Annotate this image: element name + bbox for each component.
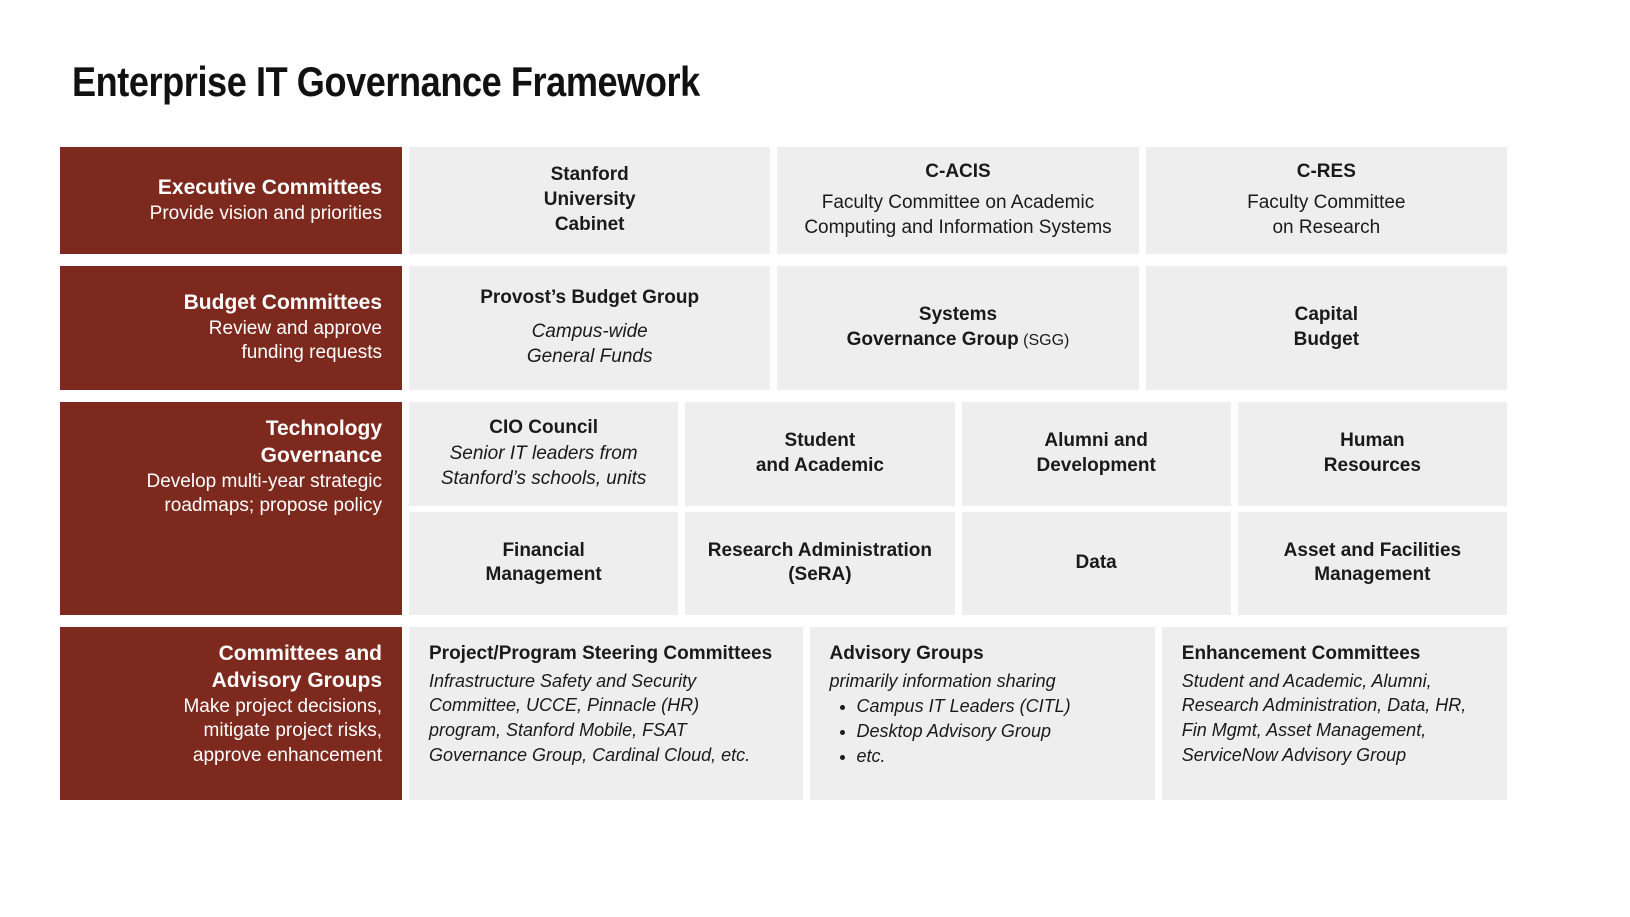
asset-and-facilities-management-title: Asset and Facilities Management: [1283, 539, 1462, 586]
committees-advisory-label: Committees and Advisory Groups Make proj…: [60, 627, 402, 800]
technology-governance-label: Technology Governance Develop multi-year…: [60, 402, 402, 615]
cell-provost-budget-group: Provost’s Budget Group Campus-wide Gener…: [409, 266, 771, 390]
research-administration-title: Research Administration (SeRA): [707, 539, 932, 586]
human-resources-title: Human Resources: [1323, 430, 1421, 476]
cell-cio-council: CIO Council Senior IT leaders from Stanf…: [409, 402, 679, 506]
steering-committees-desc: Infrastructure Safety and Security Commi…: [429, 670, 751, 765]
executive-committees-label: Executive Committees Provide vision and …: [60, 147, 402, 254]
cell-enhancement-committees: Enhancement Committees Student and Acade…: [1161, 627, 1507, 800]
cell-c-acis: C-ACIS Faculty Committee on Academic Com…: [777, 147, 1139, 254]
cell-advisory-groups: Advisory Groups primarily information sh…: [809, 627, 1155, 800]
capital-budget-title: Capital Budget: [1293, 304, 1360, 350]
stanford-cabinet-title: Stanford University Cabinet: [543, 164, 636, 235]
systems-governance-group-title: Systems Governance Group (SGG): [847, 303, 1070, 352]
alumni-and-development-title: Alumni and Development: [1036, 430, 1156, 476]
budget-committees-desc: Review and approve funding requests: [208, 317, 382, 364]
cell-c-res: C-RES Faculty Committee on Research: [1145, 147, 1507, 254]
systems-governance-group-abbrev: (SGG): [1018, 332, 1070, 349]
advisory-groups-title: Advisory Groups: [829, 643, 984, 664]
executive-committees-title: Executive Committees: [157, 175, 382, 199]
cell-student-and-academic: Student and Academic: [685, 402, 955, 506]
committees-advisory-title: Committees and Advisory Groups: [211, 642, 382, 692]
c-acis-desc: Faculty Committee on Academic Computing …: [804, 192, 1112, 238]
cio-council-desc: Senior IT leaders from Stanford’s school…: [440, 443, 647, 490]
cell-capital-budget: Capital Budget: [1145, 266, 1507, 390]
advisory-bullet-etc: etc.: [857, 744, 1071, 769]
budget-committees-label: Budget Committees Review and approve fun…: [60, 266, 402, 390]
committees-advisory-cells: Project/Program Steering Committees Infr…: [409, 627, 1507, 800]
financial-management-title: Financial Management: [485, 539, 602, 586]
enhancement-committees-desc: Student and Academic, Alumni, Research A…: [1181, 670, 1467, 765]
technology-governance-title: Technology Governance: [260, 417, 382, 467]
advisory-groups-desc: primarily information sharing: [829, 670, 1056, 691]
advisory-bullet-desktop: Desktop Advisory Group: [857, 719, 1071, 744]
cell-human-resources: Human Resources: [1237, 402, 1507, 506]
cell-systems-governance-group: Systems Governance Group (SGG): [777, 266, 1139, 390]
budget-committees-title: Budget Committees: [183, 290, 382, 314]
governance-framework-diagram: Executive Committees Provide vision and …: [60, 147, 1507, 800]
student-and-academic-title: Student and Academic: [755, 430, 884, 476]
row-technology-governance: Technology Governance Develop multi-year…: [60, 402, 1507, 615]
advisory-bullet-citl: Campus IT Leaders (CITL): [857, 694, 1071, 719]
row-budget-committees: Budget Committees Review and approve fun…: [60, 266, 1507, 390]
c-res-desc: Faculty Committee on Research: [1247, 192, 1406, 238]
c-acis-title: C-ACIS: [925, 161, 991, 183]
data-title: Data: [1075, 551, 1117, 573]
provost-budget-group-desc: Campus-wide General Funds: [526, 321, 653, 367]
c-res-title: C-RES: [1296, 161, 1356, 183]
provost-budget-group-title: Provost’s Budget Group: [480, 287, 700, 309]
executive-committees-desc: Provide vision and priorities: [149, 202, 382, 224]
cio-council-title: CIO Council: [489, 416, 598, 438]
technology-governance-desc: Develop multi-year strategic roadmaps; p…: [146, 470, 382, 517]
cell-alumni-and-development: Alumni and Development: [961, 402, 1231, 506]
row-executive-committees: Executive Committees Provide vision and …: [60, 147, 1507, 254]
enhancement-committees-title: Enhancement Committees: [1181, 643, 1421, 664]
cell-financial-management: Financial Management: [409, 511, 679, 615]
cell-research-administration: Research Administration (SeRA): [685, 511, 955, 615]
technology-governance-cells: CIO Council Senior IT leaders from Stanf…: [409, 402, 1507, 615]
executive-cells: Stanford University Cabinet C-ACIS Facul…: [409, 147, 1507, 254]
cell-data: Data: [961, 511, 1231, 615]
page-title: Enterprise IT Governance Framework: [72, 58, 700, 105]
advisory-groups-bullet-list: Campus IT Leaders (CITL) Desktop Advisor…: [830, 694, 1071, 768]
cell-steering-committees: Project/Program Steering Committees Infr…: [409, 627, 803, 800]
cell-stanford-university-cabinet: Stanford University Cabinet: [409, 147, 771, 254]
budget-cells: Provost’s Budget Group Campus-wide Gener…: [409, 266, 1507, 390]
committees-advisory-desc: Make project decisions, mitigate project…: [183, 695, 382, 767]
row-committees-and-advisory-groups: Committees and Advisory Groups Make proj…: [60, 627, 1507, 800]
cell-asset-and-facilities-management: Asset and Facilities Management: [1237, 511, 1507, 615]
steering-committees-title: Project/Program Steering Committees: [429, 643, 773, 664]
systems-governance-group-name: Systems Governance Group: [846, 304, 1019, 350]
